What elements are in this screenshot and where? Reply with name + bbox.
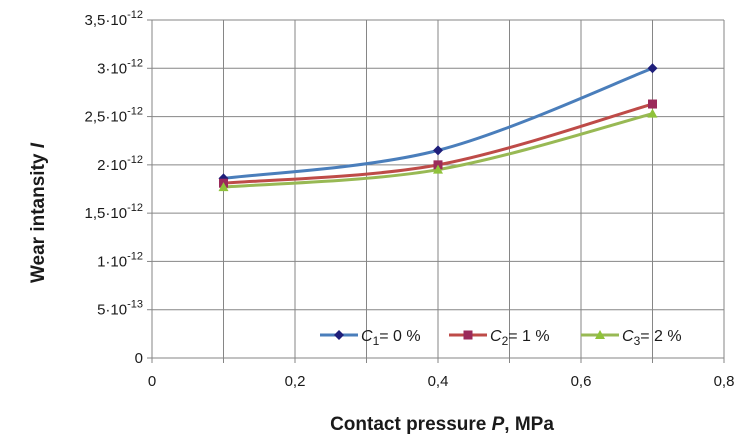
y-tick-label: 2,5·10-12 — [85, 106, 143, 126]
legend-marker-2 — [463, 330, 473, 340]
x-tick-label: 0,8 — [714, 373, 735, 390]
data-point-3 — [433, 164, 443, 174]
y-tick-labels: 0 5·10-13 1·10-12 1,5·10-12 2·10-12 2,5·10-12… — [85, 9, 143, 367]
y-axis-title: Wear intansity I — [28, 142, 49, 283]
legend-marker-3 — [595, 330, 605, 339]
x-tick-label: 0 — [148, 373, 156, 390]
y-tick-label: 0 — [135, 350, 143, 367]
y-tick-label: 3·10-12 — [97, 57, 143, 77]
y-tick-label: 5·10-13 — [97, 299, 143, 319]
data-point-2 — [648, 99, 657, 109]
data-point-3 — [218, 182, 229, 192]
x-tick-label: 0,6 — [571, 373, 592, 390]
x-tick-label: 0,4 — [428, 373, 449, 390]
y-tick-label: 1,5·10-12 — [85, 202, 143, 222]
legend-label-3: C3= 2 % — [622, 328, 682, 348]
legend-label-1: C1= 0 % — [361, 328, 421, 348]
y-tick-label: 3,5·10-12 — [85, 9, 143, 29]
legend-label-2: C2= 1 % — [490, 328, 550, 348]
axes — [147, 19, 725, 363]
x-tick-label: 0,2 — [285, 373, 306, 390]
data-point-3 — [647, 108, 658, 118]
grid-lines — [152, 19, 725, 358]
x-axis-title: Contact pressure P, MPa — [330, 414, 554, 435]
data-point-1 — [433, 145, 443, 156]
series-markers — [218, 63, 658, 192]
legend: C1= 0 % C2= 1 % C3= 2 % — [320, 328, 682, 348]
x-tick-labels: 0 0,2 0,4 0,6 0,8 — [148, 373, 735, 390]
data-point-1 — [647, 63, 658, 74]
y-tick-label: 2·10-12 — [97, 154, 143, 174]
legend-marker-1 — [334, 330, 344, 340]
y-tick-label: 1·10-12 — [97, 250, 143, 270]
